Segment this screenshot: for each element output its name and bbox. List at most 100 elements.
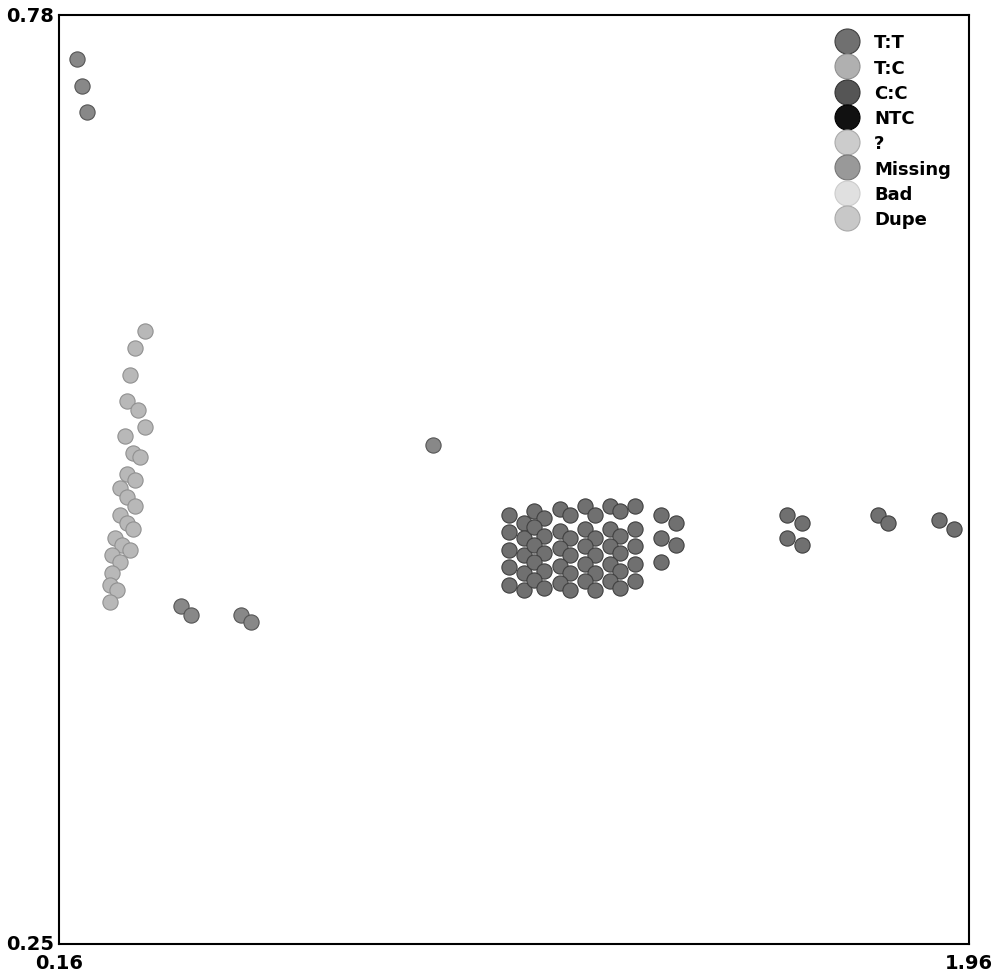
Point <box>602 539 618 555</box>
Text: 1.96: 1.96 <box>945 953 993 972</box>
Point <box>653 531 669 546</box>
Point <box>119 489 135 505</box>
Point <box>587 507 603 523</box>
Point <box>794 516 810 531</box>
Point <box>653 507 669 523</box>
Point <box>627 573 643 589</box>
Point <box>233 607 249 622</box>
Point <box>130 403 146 418</box>
Point <box>536 511 552 527</box>
Point <box>552 558 568 573</box>
Point <box>137 420 153 436</box>
Point <box>668 537 684 553</box>
Point <box>119 467 135 483</box>
Point <box>552 502 568 518</box>
Point <box>117 429 133 445</box>
Point <box>794 537 810 553</box>
Point <box>526 520 542 535</box>
Point <box>552 523 568 538</box>
Point <box>552 575 568 591</box>
Point <box>516 516 532 531</box>
Legend: T:T, T:C, C:C, NTC, ?, Missing, Bad, Dupe: T:T, T:C, C:C, NTC, ?, Missing, Bad, Dup… <box>820 25 960 237</box>
Point <box>125 446 141 462</box>
Point <box>112 555 128 571</box>
Point <box>536 546 552 562</box>
Point <box>104 548 120 564</box>
Point <box>125 522 141 537</box>
Point <box>122 367 138 383</box>
Text: 0.16: 0.16 <box>35 953 83 972</box>
Point <box>102 595 118 611</box>
Text: 0.78: 0.78 <box>6 7 54 26</box>
Point <box>562 582 578 598</box>
Point <box>516 548 532 564</box>
Point <box>577 498 593 514</box>
Point <box>562 565 578 580</box>
Point <box>612 546 628 562</box>
Point <box>501 507 517 523</box>
Point <box>501 577 517 593</box>
Point <box>577 573 593 589</box>
Point <box>501 525 517 540</box>
Point <box>104 565 120 580</box>
Point <box>653 555 669 571</box>
Point <box>562 507 578 523</box>
Point <box>109 582 125 598</box>
Point <box>516 565 532 580</box>
Point <box>627 522 643 537</box>
Point <box>536 529 552 544</box>
Point <box>79 105 95 120</box>
Point <box>501 542 517 558</box>
Point <box>880 516 896 531</box>
Point <box>668 516 684 531</box>
Point <box>425 438 441 453</box>
Point <box>577 539 593 555</box>
Point <box>107 531 123 546</box>
Point <box>173 598 189 614</box>
Point <box>119 394 135 409</box>
Point <box>612 564 628 579</box>
Point <box>946 522 962 537</box>
Point <box>602 522 618 537</box>
Point <box>552 540 568 556</box>
Point <box>183 607 199 622</box>
Point <box>612 504 628 520</box>
Point <box>602 573 618 589</box>
Point <box>536 581 552 597</box>
Point <box>112 481 128 496</box>
Point <box>779 507 795 523</box>
Point <box>870 507 886 523</box>
Point <box>627 556 643 572</box>
Point <box>127 341 143 357</box>
Point <box>114 537 130 553</box>
Point <box>577 556 593 572</box>
Point <box>112 507 128 523</box>
Point <box>779 531 795 546</box>
Point <box>526 573 542 588</box>
Point <box>562 531 578 546</box>
Point <box>587 531 603 546</box>
Point <box>127 473 143 488</box>
Point <box>602 498 618 514</box>
Point <box>612 581 628 597</box>
Point <box>132 449 148 465</box>
Point <box>587 565 603 580</box>
Point <box>587 548 603 564</box>
Point <box>526 537 542 553</box>
Point <box>612 529 628 544</box>
Point <box>587 582 603 598</box>
Point <box>516 582 532 598</box>
Point <box>602 556 618 572</box>
Point <box>577 522 593 537</box>
Point <box>526 555 542 571</box>
Point <box>931 513 947 529</box>
Point <box>562 548 578 564</box>
Point <box>74 78 90 94</box>
Point <box>501 560 517 575</box>
Text: 0.25: 0.25 <box>6 934 54 954</box>
Point <box>243 615 259 630</box>
Point <box>516 531 532 546</box>
Point <box>127 498 143 514</box>
Point <box>137 323 153 339</box>
Point <box>627 498 643 514</box>
